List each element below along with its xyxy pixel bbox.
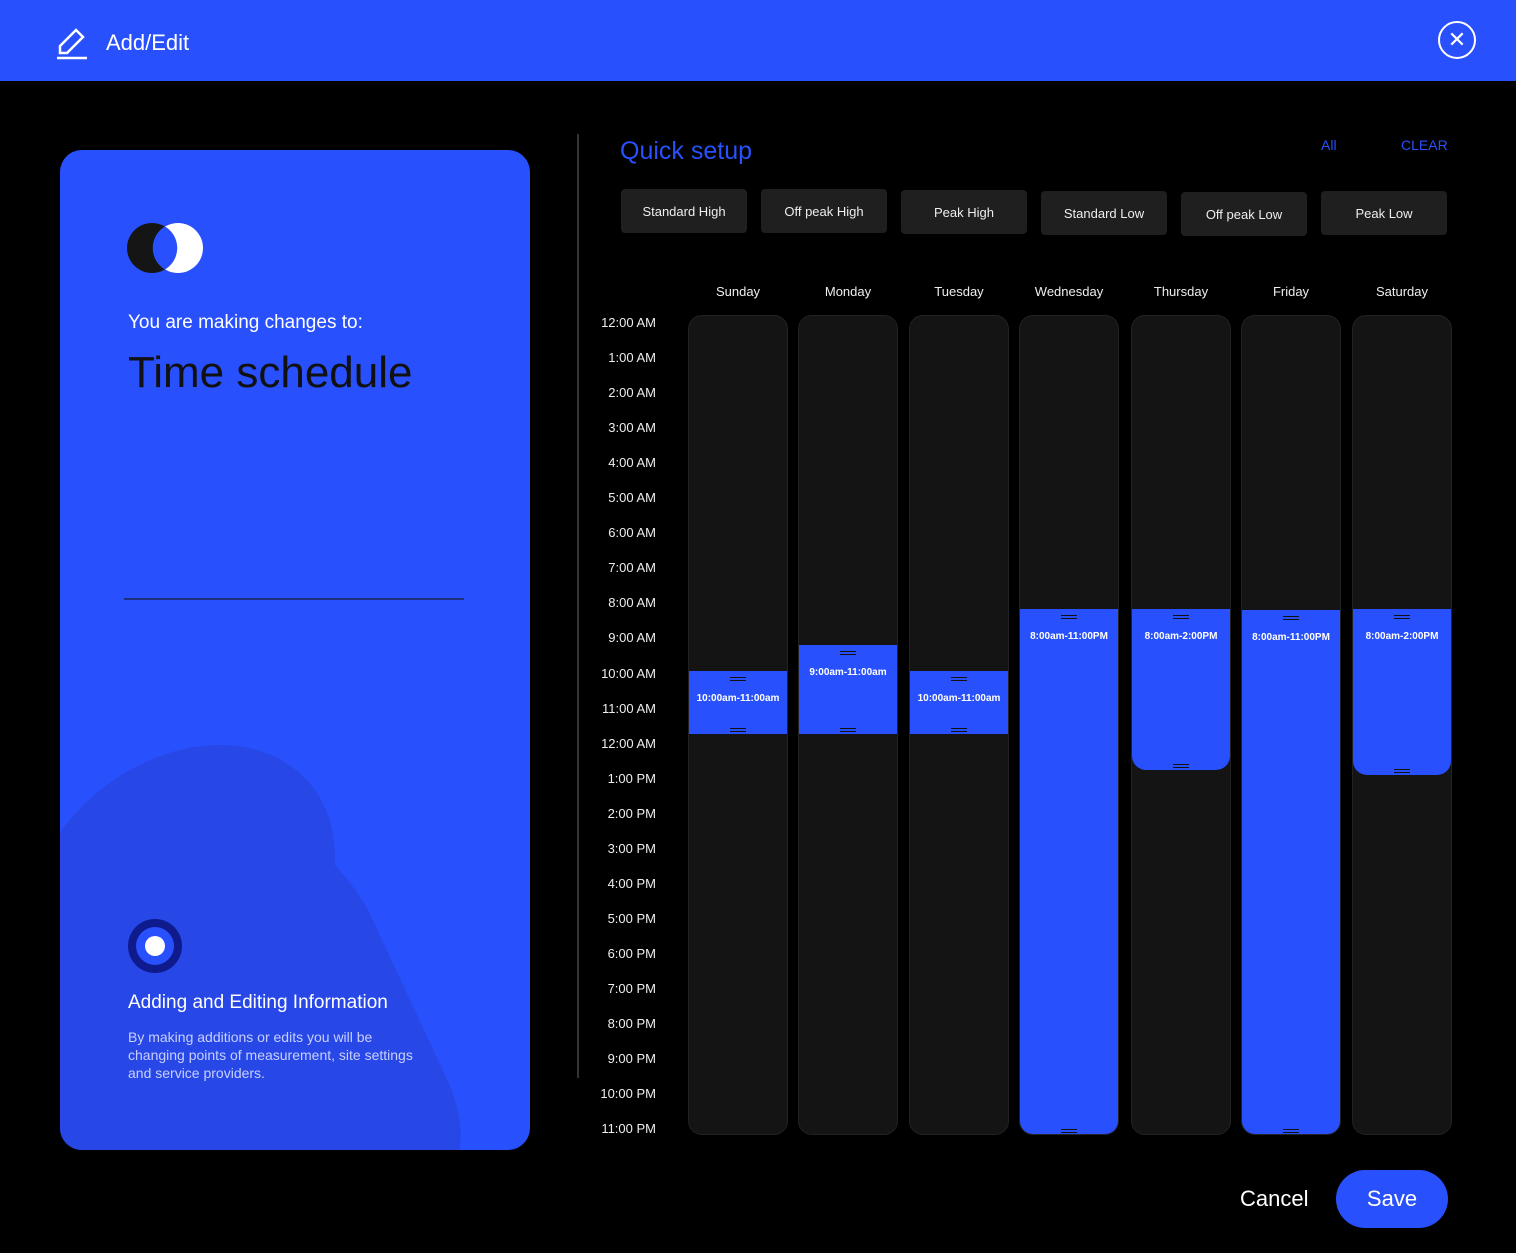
time-label: 10:00 PM bbox=[600, 1086, 656, 1102]
drag-handle-bottom[interactable] bbox=[951, 728, 967, 732]
drag-handle-top[interactable] bbox=[1173, 615, 1189, 619]
time-label: 9:00 AM bbox=[608, 630, 656, 646]
time-block[interactable]: 9:00am-11:00am bbox=[799, 645, 897, 734]
drag-handle-top[interactable] bbox=[1061, 615, 1077, 619]
time-label: 7:00 AM bbox=[608, 560, 656, 576]
close-button[interactable]: ✕ bbox=[1438, 21, 1476, 59]
time-label: 11:00 AM bbox=[602, 700, 656, 716]
time-block-label: 8:00am-2:00PM bbox=[1365, 631, 1439, 642]
drag-handle-bottom[interactable] bbox=[1394, 769, 1410, 773]
time-label: 1:00 AM bbox=[608, 350, 656, 366]
drag-handle-bottom[interactable] bbox=[1283, 1129, 1299, 1133]
day-header: Tuesday bbox=[934, 284, 984, 299]
drag-handle-bottom[interactable] bbox=[1061, 1129, 1077, 1133]
preset-button[interactable]: Standard High bbox=[621, 189, 747, 233]
preset-button[interactable]: Off peak High bbox=[761, 189, 887, 233]
time-label: 12:00 AM bbox=[601, 735, 656, 751]
preset-button[interactable]: Peak High bbox=[901, 190, 1027, 234]
drag-handle-bottom[interactable] bbox=[840, 728, 856, 732]
time-label: 7:00 PM bbox=[607, 980, 656, 996]
drag-handle-top[interactable] bbox=[730, 677, 746, 681]
drag-handle-top[interactable] bbox=[1283, 616, 1299, 620]
time-block[interactable]: 10:00am-11:00am bbox=[910, 671, 1008, 734]
time-block[interactable]: 8:00am-11:00PM bbox=[1242, 610, 1340, 1134]
time-label: 2:00 AM bbox=[608, 385, 656, 401]
schedule-name: Time schedule bbox=[128, 348, 413, 397]
day-column[interactable]: 8:00am-2:00PM bbox=[1131, 315, 1231, 1135]
time-block-label: 10:00am-11:00am bbox=[917, 693, 1001, 704]
time-label: 3:00 AM bbox=[608, 420, 656, 436]
day-column[interactable]: 8:00am-11:00PM bbox=[1019, 315, 1119, 1135]
logo-icon bbox=[127, 223, 203, 273]
time-block[interactable]: 10:00am-11:00am bbox=[689, 671, 787, 734]
pencil-icon bbox=[57, 28, 87, 60]
time-label: 3:00 PM bbox=[607, 840, 656, 856]
drag-handle-bottom[interactable] bbox=[1173, 764, 1189, 768]
day-column[interactable]: 8:00am-2:00PM bbox=[1352, 315, 1452, 1135]
time-label: 12:00 AM bbox=[601, 315, 656, 330]
time-block[interactable]: 8:00am-2:00PM bbox=[1353, 609, 1451, 775]
time-block[interactable]: 8:00am-11:00PM bbox=[1020, 609, 1118, 1134]
changes-label: You are making changes to: bbox=[128, 312, 363, 333]
info-title: Adding and Editing Information bbox=[128, 992, 388, 1013]
time-label: 2:00 PM bbox=[607, 805, 656, 821]
vertical-divider bbox=[577, 134, 579, 1078]
preset-button[interactable]: Off peak Low bbox=[1181, 192, 1307, 236]
divider bbox=[124, 598, 464, 600]
time-block-label: 8:00am-2:00PM bbox=[1144, 631, 1218, 642]
drag-handle-bottom[interactable] bbox=[730, 728, 746, 732]
select-all-link[interactable]: All bbox=[1321, 137, 1337, 153]
info-dot-icon bbox=[128, 919, 182, 973]
time-label: 4:00 AM bbox=[608, 455, 656, 471]
save-button[interactable]: Save bbox=[1336, 1170, 1448, 1228]
day-column[interactable]: 8:00am-11:00PM bbox=[1241, 315, 1341, 1135]
preset-button[interactable]: Peak Low bbox=[1321, 191, 1447, 235]
day-column[interactable]: 10:00am-11:00am bbox=[688, 315, 788, 1135]
info-card: You are making changes to: Time schedule… bbox=[60, 150, 530, 1150]
time-block-label: 8:00am-11:00PM bbox=[1252, 632, 1330, 643]
time-label: 6:00 AM bbox=[608, 525, 656, 541]
close-icon: ✕ bbox=[1447, 27, 1467, 52]
time-label: 11:00 PM bbox=[601, 1121, 656, 1137]
time-block-label: 10:00am-11:00am bbox=[696, 693, 780, 704]
day-column[interactable]: 10:00am-11:00am bbox=[909, 315, 1009, 1135]
day-header: Friday bbox=[1272, 284, 1310, 299]
time-block-label: 8:00am-11:00PM bbox=[1030, 631, 1108, 642]
time-label: 1:00 PM bbox=[607, 770, 656, 786]
time-label: 9:00 PM bbox=[607, 1051, 656, 1067]
drag-handle-top[interactable] bbox=[840, 651, 856, 655]
day-header: Wednesday bbox=[1034, 284, 1104, 299]
time-label: 8:00 AM bbox=[608, 595, 656, 611]
day-header: Sunday bbox=[715, 284, 761, 299]
time-label: 10:00 AM bbox=[601, 665, 656, 681]
time-block[interactable]: 8:00am-2:00PM bbox=[1132, 609, 1230, 770]
drag-handle-top[interactable] bbox=[951, 677, 967, 681]
clear-link[interactable]: CLEAR bbox=[1401, 137, 1448, 153]
day-column[interactable]: 9:00am-11:00am bbox=[798, 315, 898, 1135]
day-header: Saturday bbox=[1375, 284, 1429, 299]
time-label: 4:00 PM bbox=[607, 875, 656, 891]
info-description: By making additions or edits you will be… bbox=[128, 1029, 413, 1081]
header-bar: Add/Edit ✕ bbox=[0, 0, 1516, 81]
cancel-button[interactable]: Cancel bbox=[1240, 1186, 1309, 1211]
preset-button[interactable]: Standard Low bbox=[1041, 191, 1167, 235]
day-header: Thursday bbox=[1153, 284, 1209, 299]
time-label: 5:00 AM bbox=[608, 490, 656, 506]
page-title: Add/Edit bbox=[106, 30, 190, 55]
time-label: 6:00 PM bbox=[607, 945, 656, 961]
time-label: 8:00 PM bbox=[607, 1016, 656, 1031]
drag-handle-top[interactable] bbox=[1394, 615, 1410, 619]
time-block-label: 9:00am-11:00am bbox=[809, 667, 887, 678]
day-header: Monday bbox=[824, 284, 872, 299]
time-label: 5:00 PM bbox=[607, 910, 656, 926]
quick-setup-title: Quick setup bbox=[620, 137, 753, 165]
